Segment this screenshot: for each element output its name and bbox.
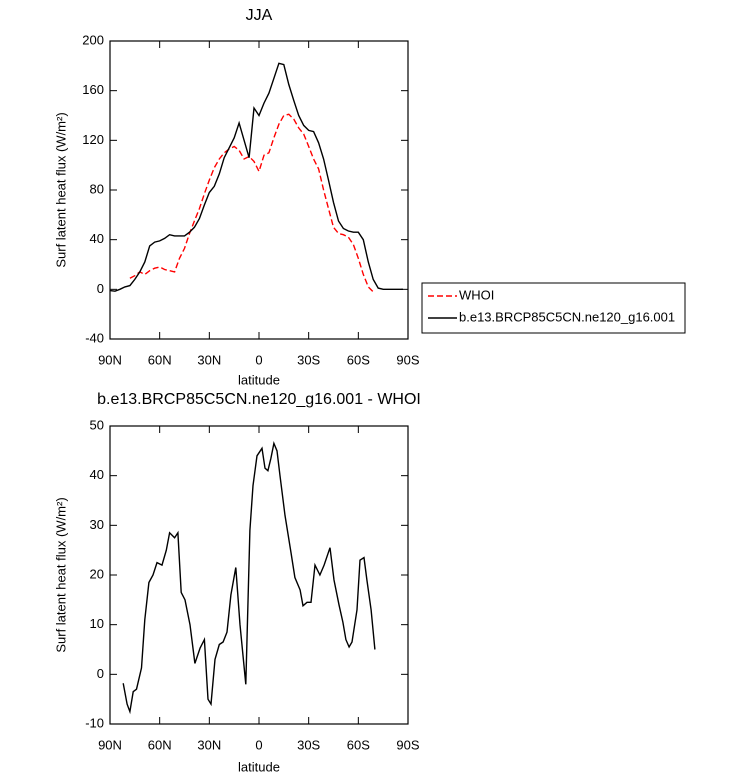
x-tick-label: 90N bbox=[98, 352, 122, 367]
x-tick-label: 0 bbox=[255, 352, 262, 367]
y-tick-label: 120 bbox=[82, 132, 104, 147]
x-tick-label: 30S bbox=[297, 737, 320, 752]
y-axis-label: Surf latent heat flux (W/m²) bbox=[53, 497, 68, 652]
y-tick-label: 10 bbox=[90, 616, 104, 631]
y-tick-label: 160 bbox=[82, 82, 104, 97]
data-line bbox=[129, 113, 374, 293]
plot-frame bbox=[109, 425, 409, 725]
x-tick-label: 30S bbox=[297, 352, 320, 367]
y-tick-label: 50 bbox=[90, 417, 104, 432]
x-tick-label: 0 bbox=[255, 737, 262, 752]
legend-box bbox=[421, 282, 686, 334]
y-tick-label: 0 bbox=[97, 281, 104, 296]
y-tick-label: 40 bbox=[90, 231, 104, 246]
chart-title: JJA bbox=[246, 7, 273, 24]
plot-frame bbox=[109, 40, 409, 340]
x-tick-label: 60N bbox=[148, 352, 172, 367]
x-tick-label: 90N bbox=[98, 737, 122, 752]
data-line bbox=[122, 441, 376, 715]
legend-label: WHOI bbox=[459, 287, 494, 302]
x-tick-label: 30N bbox=[197, 352, 221, 367]
data-line bbox=[109, 62, 403, 292]
legend-label: b.e13.BRCP85C5CN.ne120_g16.001 bbox=[459, 309, 675, 324]
x-tick-label: 30N bbox=[197, 737, 221, 752]
x-tick-label: 60S bbox=[347, 352, 370, 367]
x-axis-label: latitude bbox=[238, 372, 280, 387]
y-tick-label: 20 bbox=[90, 566, 104, 581]
x-tick-label: 60S bbox=[347, 737, 370, 752]
y-tick-label: -10 bbox=[85, 715, 104, 730]
y-axis-label: Surf latent heat flux (W/m²) bbox=[53, 112, 68, 267]
y-tick-label: -40 bbox=[85, 330, 104, 345]
y-tick-label: 40 bbox=[90, 467, 104, 482]
chart-title: b.e13.BRCP85C5CN.ne120_g16.001 - WHOI bbox=[97, 391, 421, 408]
x-tick-label: 90S bbox=[396, 352, 419, 367]
x-tick-label: 60N bbox=[148, 737, 172, 752]
y-tick-label: 30 bbox=[90, 517, 104, 532]
y-tick-label: 80 bbox=[90, 181, 104, 196]
y-tick-label: 0 bbox=[97, 666, 104, 681]
y-tick-label: 200 bbox=[82, 32, 104, 47]
x-tick-label: 90S bbox=[396, 737, 419, 752]
x-axis-label: latitude bbox=[238, 759, 280, 774]
